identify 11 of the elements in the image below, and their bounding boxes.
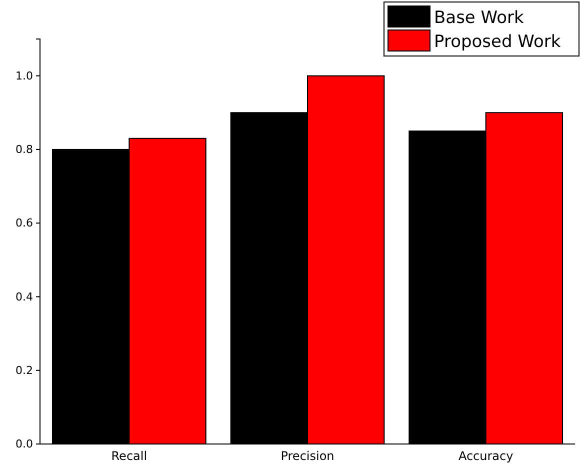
x-tick-label: Accuracy: [458, 449, 514, 464]
y-tick-label: 0.8: [16, 142, 33, 156]
y-tick-label: 0.0: [16, 438, 33, 451]
y-tick-label: 1.0: [16, 69, 33, 82]
x-tick-label: Precision: [280, 449, 334, 464]
y-tick-label: 0.2: [16, 364, 33, 377]
y-tick-label: 0.4: [16, 290, 33, 304]
legend-label: Proposed Work: [434, 32, 561, 52]
x-tick-label: Recall: [111, 449, 148, 464]
y-tick-label: 0.6: [16, 216, 33, 230]
legend-label: Base Work: [434, 8, 524, 28]
